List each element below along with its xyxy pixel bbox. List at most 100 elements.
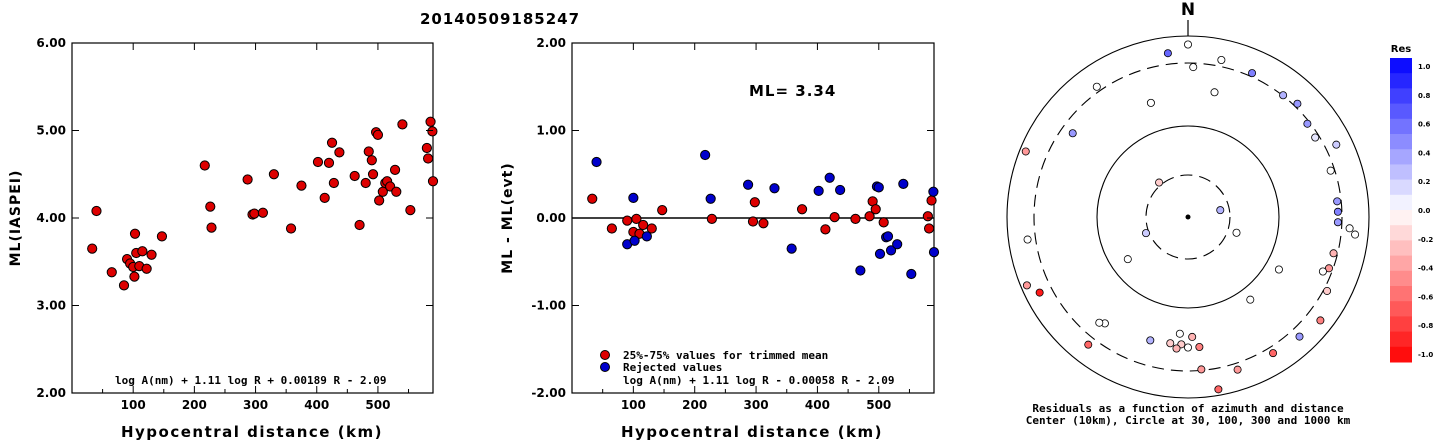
station-group <box>1021 40 1360 394</box>
station-marker <box>1329 249 1338 258</box>
station-marker <box>1269 349 1278 358</box>
legend-marker-rejected <box>600 362 610 372</box>
axis-ticks: 100 200 300 400 500 2.00 3.00 4.00 5.00 6.00 <box>36 36 433 412</box>
data-point <box>700 149 711 161</box>
data-point <box>892 239 903 250</box>
data-point <box>906 268 917 280</box>
station-marker <box>1303 119 1312 128</box>
station-marker <box>1197 365 1206 374</box>
y-tick-label: 2.00 <box>536 36 566 50</box>
data-point <box>425 116 436 127</box>
data-point <box>205 201 216 212</box>
caption-line-2: Center (10km), Circle at 30, 100, 300 an… <box>1026 414 1351 427</box>
colorbar-title: Res <box>1391 44 1411 55</box>
y-tick-label: 4.00 <box>36 211 66 225</box>
station-marker <box>1323 286 1332 295</box>
colorbar-cell <box>1390 270 1412 287</box>
station-marker <box>1155 178 1164 187</box>
data-point <box>397 119 408 130</box>
station-marker <box>1175 329 1184 338</box>
station-marker <box>1188 332 1197 341</box>
station-marker <box>1248 69 1257 78</box>
data-point <box>427 176 439 187</box>
station-marker <box>1184 343 1193 352</box>
colorbar-tick-label: 0.6 <box>1418 121 1431 129</box>
data-point <box>864 211 875 222</box>
station-marker <box>1311 133 1320 142</box>
colorbar-cells <box>1390 58 1412 363</box>
ring-100km <box>1096 125 1280 309</box>
formula-label: log A(nm) + 1.11 log R - 0.00058 R - 2.0… <box>623 374 895 387</box>
data-point <box>786 243 797 254</box>
data-point <box>360 177 371 189</box>
data-point <box>249 208 260 219</box>
data-point <box>587 193 598 204</box>
colorbar-cell <box>1390 240 1412 257</box>
station-marker <box>1172 344 1181 353</box>
station-marker <box>1217 56 1226 65</box>
data-point <box>206 222 217 233</box>
station-marker <box>1351 230 1360 239</box>
station-marker <box>1095 318 1104 327</box>
data-point <box>296 180 307 191</box>
data-point <box>405 205 416 216</box>
data-point <box>855 265 866 276</box>
y-tick-label: 0.00 <box>536 211 566 225</box>
colorbar-tick-label: -1.0 <box>1418 351 1433 359</box>
data-point <box>363 146 374 157</box>
data-point <box>257 207 269 218</box>
data-point <box>91 205 102 217</box>
colorbar-tick-label: -0.6 <box>1418 293 1433 301</box>
data-point <box>334 147 345 158</box>
epicenter-dot <box>1185 214 1191 220</box>
data-point <box>885 245 897 256</box>
residual-azimuth-map-panel: N Residuals as a function of azimuth and… <box>1006 0 1370 427</box>
data-point <box>367 169 379 180</box>
data-point <box>926 195 937 206</box>
station-marker <box>1084 340 1093 349</box>
station-marker <box>1216 206 1225 215</box>
station-marker <box>1324 264 1333 273</box>
data-point <box>628 192 639 203</box>
y-tick-label: 5.00 <box>36 124 66 138</box>
station-marker <box>1166 339 1175 348</box>
colorbar-tick-label: 1.0 <box>1418 63 1431 71</box>
data-point <box>742 179 754 190</box>
colorbar-tick-label: 0.4 <box>1418 149 1431 157</box>
data-point <box>87 243 98 254</box>
colorbar-cell <box>1390 301 1412 317</box>
data-point <box>421 142 432 154</box>
data-point <box>747 216 759 227</box>
x-tick-label: 100 <box>621 398 646 412</box>
y-tick-label: 3.00 <box>36 299 66 313</box>
data-point <box>312 156 324 168</box>
data-point <box>326 137 338 148</box>
legend-label-trimmed: 25%-75% values for trimmed mean <box>623 349 828 362</box>
station-marker <box>1326 166 1335 175</box>
ring-30km <box>1145 174 1231 260</box>
data-point <box>705 193 716 204</box>
data-point <box>873 182 884 193</box>
data-point <box>129 228 141 239</box>
data-point <box>106 267 117 278</box>
data-point <box>706 213 717 224</box>
station-marker <box>1189 63 1198 72</box>
colorbar-cell <box>1390 73 1412 89</box>
colorbar-cell <box>1390 331 1412 348</box>
data-point <box>146 249 157 260</box>
colorbar-cell <box>1390 194 1412 211</box>
data-point <box>427 126 438 137</box>
colorbar-tick-label: 0.8 <box>1418 92 1431 100</box>
colorbar-cell <box>1390 118 1412 135</box>
x-axis-label: Hypocentral distance (km) <box>121 423 383 441</box>
data-point <box>366 155 377 166</box>
data-point <box>641 231 652 242</box>
station-marker <box>1233 365 1242 374</box>
data-point <box>878 217 889 228</box>
station-marker <box>1333 207 1342 216</box>
colorbar-tick-label: 0.0 <box>1418 207 1431 215</box>
colorbar-cell <box>1390 58 1412 74</box>
data-point <box>622 215 633 226</box>
point-group <box>587 149 940 280</box>
